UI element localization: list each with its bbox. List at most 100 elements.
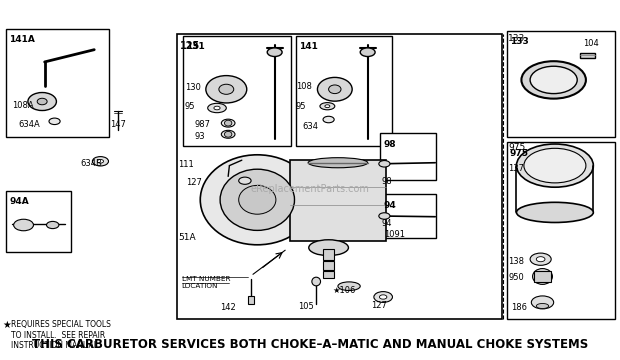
Text: 142: 142 [220, 303, 236, 312]
Text: 127: 127 [371, 301, 387, 310]
Bar [6, 29, 108, 137]
Text: 975: 975 [508, 143, 526, 152]
Circle shape [531, 296, 554, 309]
Ellipse shape [208, 103, 226, 113]
Text: 130: 130 [185, 83, 201, 91]
Circle shape [379, 161, 390, 167]
Text: 133: 133 [510, 37, 528, 46]
Circle shape [14, 219, 33, 231]
Text: ★: ★ [2, 320, 11, 330]
Circle shape [46, 221, 59, 229]
Ellipse shape [338, 282, 360, 291]
Text: eReplacementParts.com: eReplacementParts.com [250, 184, 370, 194]
Ellipse shape [206, 76, 247, 103]
Text: 147: 147 [110, 120, 126, 129]
Ellipse shape [325, 105, 330, 108]
Text: 104: 104 [583, 40, 598, 49]
Text: 186: 186 [511, 303, 527, 312]
Ellipse shape [219, 84, 234, 94]
Text: 94A: 94A [9, 197, 29, 206]
Text: 108: 108 [296, 82, 312, 91]
Text: 133: 133 [508, 34, 526, 43]
Ellipse shape [28, 93, 56, 111]
Text: 98: 98 [381, 177, 392, 186]
Circle shape [97, 159, 104, 163]
Bar [534, 271, 551, 282]
Ellipse shape [536, 303, 549, 309]
Circle shape [521, 61, 586, 99]
Text: 131: 131 [186, 42, 205, 51]
Bar [507, 31, 615, 137]
Ellipse shape [224, 131, 232, 137]
Text: LOCATION: LOCATION [182, 283, 218, 289]
Ellipse shape [309, 240, 348, 256]
Circle shape [221, 130, 235, 138]
Bar [248, 296, 254, 304]
Text: 634: 634 [303, 122, 319, 131]
Text: 94: 94 [382, 219, 392, 228]
Bar [6, 191, 71, 252]
Circle shape [374, 292, 392, 302]
Circle shape [239, 177, 251, 184]
Text: 987: 987 [195, 120, 211, 129]
Circle shape [49, 118, 60, 125]
Bar [380, 133, 436, 180]
Ellipse shape [308, 158, 368, 168]
Ellipse shape [516, 144, 593, 187]
Bar [323, 249, 334, 260]
Bar [580, 53, 595, 58]
Circle shape [267, 48, 282, 57]
Text: 95: 95 [185, 102, 195, 111]
Ellipse shape [524, 148, 586, 183]
Ellipse shape [200, 155, 314, 245]
Circle shape [536, 257, 545, 262]
Ellipse shape [317, 77, 352, 101]
Circle shape [92, 157, 108, 166]
Circle shape [379, 213, 390, 219]
Ellipse shape [329, 85, 341, 94]
Text: 634B: 634B [81, 159, 102, 168]
Text: THIS CARBURETOR SERVICES BOTH CHOKE–A–MATIC AND MANUAL CHOKE SYSTEMS: THIS CARBURETOR SERVICES BOTH CHOKE–A–MA… [32, 338, 588, 351]
Circle shape [221, 119, 235, 127]
Ellipse shape [37, 98, 47, 105]
Text: 93: 93 [195, 132, 205, 140]
Bar [290, 160, 386, 241]
Bar [380, 194, 436, 238]
Circle shape [530, 253, 551, 265]
Bar [183, 36, 291, 146]
Text: 127: 127 [186, 178, 202, 187]
Text: 137: 137 [508, 163, 525, 172]
Bar [296, 36, 392, 146]
Text: 108A: 108A [12, 100, 34, 109]
Text: 111: 111 [179, 160, 194, 169]
Circle shape [323, 116, 334, 123]
Bar [177, 34, 502, 319]
Ellipse shape [533, 269, 552, 284]
Text: 975: 975 [510, 149, 529, 158]
Ellipse shape [214, 106, 220, 110]
Text: 138: 138 [508, 256, 525, 265]
Circle shape [360, 48, 375, 57]
Circle shape [530, 66, 577, 94]
Ellipse shape [239, 185, 276, 214]
Ellipse shape [220, 169, 294, 230]
Text: 141A: 141A [9, 35, 35, 44]
Text: 1091: 1091 [384, 230, 405, 239]
Bar [507, 142, 615, 319]
Text: 94: 94 [383, 201, 396, 210]
Bar [323, 271, 334, 278]
Text: LMT NUMBER: LMT NUMBER [182, 276, 230, 283]
Text: 634A: 634A [19, 120, 40, 129]
Text: 141: 141 [299, 42, 318, 51]
Text: 125: 125 [180, 41, 200, 51]
Ellipse shape [224, 120, 232, 126]
Text: 51A: 51A [178, 233, 195, 242]
Ellipse shape [312, 277, 321, 286]
Text: REQUIRES SPECIAL TOOLS
TO INSTALL.  SEE REPAIR
INSTRUCTION MANUAL.: REQUIRES SPECIAL TOOLS TO INSTALL. SEE R… [11, 320, 111, 350]
Text: 98: 98 [383, 140, 396, 149]
Bar [323, 261, 334, 270]
Text: ★106: ★106 [332, 286, 356, 295]
Text: 95: 95 [296, 102, 306, 111]
Circle shape [379, 295, 387, 299]
Text: 105: 105 [298, 302, 313, 311]
